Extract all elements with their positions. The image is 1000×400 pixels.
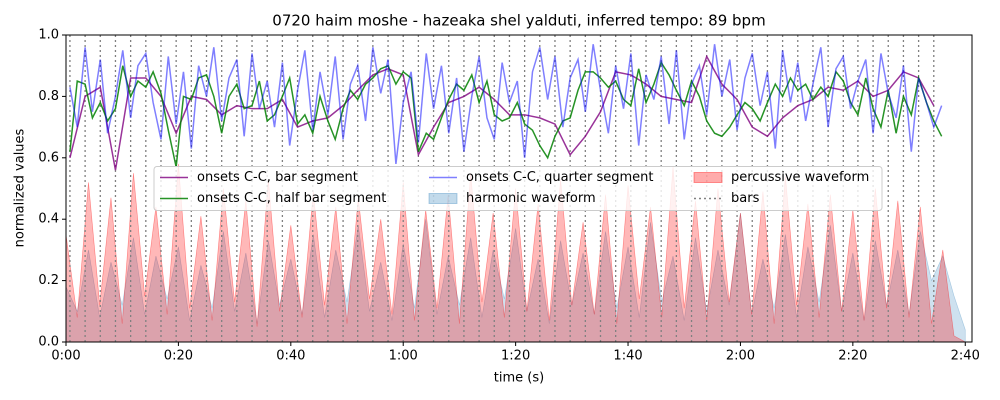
y-tick-label: 0.2 [38,273,59,288]
area [66,213,966,342]
line [69,54,935,171]
legend-label: bars [731,191,760,206]
x-tick-label: 0:40 [276,349,305,364]
legend-swatch [693,172,723,183]
legend-entry: onsets C-C, bar segment [160,170,358,185]
legend-entry: onsets C-C, quarter segment [429,170,653,185]
axes: 0:00 0:20 0:40 1:00 1:20 1:40 2:00 2:20 2:40 0.0 0… [38,28,980,364]
line [69,60,943,168]
line [69,44,943,165]
y-tick-label: 0.6 [38,150,59,165]
x-tick-label: 2:40 [951,349,980,364]
legend-box [153,166,883,211]
x-tick-label: 0:20 [164,349,193,364]
x-tick-label: 2:20 [838,349,867,364]
x-tick-label: 2:00 [726,349,755,364]
legend-label: onsets C-C, quarter segment [466,170,653,185]
x-axis-label: time (s) [494,371,544,386]
plot-area [66,35,966,342]
legend-swatch [428,193,458,204]
y-axis-label: normalized values [13,128,28,247]
legend-label: harmonic waveform [466,191,596,206]
x-tick-label: 1:40 [613,349,642,364]
x-tick-label: 1:00 [389,349,418,364]
chart-title: 0720 haim moshe - hazeaka shel yalduti, … [272,12,765,30]
legend-label: onsets C-C, bar segment [197,170,358,185]
x-tick-label: 1:20 [501,349,530,364]
y-tick-label: 0.8 [38,89,59,104]
legend-entry: harmonic waveform [428,191,596,206]
y-tick-label: 0.0 [38,335,59,350]
x-tick-label: 0:00 [51,349,80,364]
legend-label: percussive waveform [731,170,869,185]
legend-entry: percussive waveform [693,170,869,185]
axes-frame [65,34,973,343]
legend-entry: bars [694,191,760,206]
legend-entry: onsets C-C, half bar segment [160,191,386,206]
y-tick-label: 0.4 [38,212,59,227]
y-tick-label: 1.0 [38,28,59,43]
legend-label: onsets C-C, half bar segment [197,191,386,206]
